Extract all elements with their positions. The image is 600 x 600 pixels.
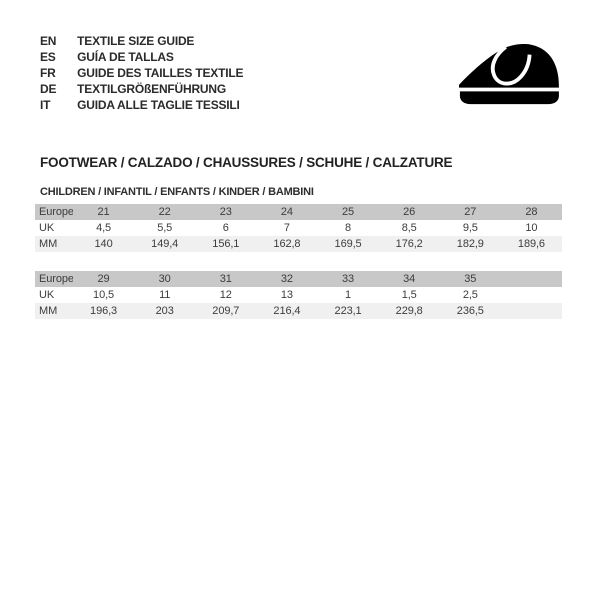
table-cell: 1,5	[378, 287, 440, 303]
child-shoe-icon	[452, 40, 565, 106]
table-cell: 203	[134, 303, 196, 319]
table-cell: 236,5	[439, 303, 501, 319]
table-cell: 7	[256, 220, 318, 236]
table-cell: 32	[256, 271, 318, 287]
table-cell: 27	[439, 204, 501, 220]
language-label: TEXTILE SIZE GUIDE	[77, 34, 195, 48]
language-code: EN	[40, 34, 57, 48]
size-table-eu-21-28: Europe 21 22 23 24 25 26 27 28 UK 4,5 5,…	[35, 204, 562, 252]
table-cell: 196,3	[73, 303, 135, 319]
table-cell: 22	[134, 204, 196, 220]
language-row-es: ES GUÍA DE TALLAS	[40, 49, 243, 65]
table-cell: 28	[500, 204, 562, 220]
table-cell: 6	[195, 220, 257, 236]
table-cell: 182,9	[439, 236, 501, 252]
language-label: TEXTILGRÖßENFÜHRUNG	[77, 82, 227, 96]
table-row-mm: MM 140 149,4 156,1 162,8 169,5 176,2 182…	[35, 236, 562, 252]
language-code: DE	[40, 82, 57, 96]
language-label: GUIDA ALLE TAGLIE TESSILI	[77, 98, 240, 112]
table-cell: 29	[73, 271, 135, 287]
table-cell	[500, 287, 562, 303]
size-table-eu-29-35: Europe 29 30 31 32 33 34 35 UK 10,5 11 1…	[35, 271, 562, 319]
table-cell	[500, 303, 562, 319]
table-cell: 140	[73, 236, 135, 252]
language-code: FR	[40, 66, 56, 80]
table-row-uk: UK 4,5 5,5 6 7 8 8,5 9,5 10	[35, 220, 562, 236]
table-cell: 8,5	[378, 220, 440, 236]
language-code: IT	[40, 98, 51, 112]
table-cell: 34	[378, 271, 440, 287]
table-cell: 11	[134, 287, 196, 303]
table-cell: 2,5	[439, 287, 501, 303]
table-cell: 25	[317, 204, 379, 220]
table-cell: 189,6	[500, 236, 562, 252]
table-cell: 23	[195, 204, 257, 220]
category-subtitle: CHILDREN / INFANTIL / ENFANTS / KINDER /…	[40, 186, 314, 198]
table-row-europe: Europe 29 30 31 32 33 34 35	[35, 271, 562, 287]
table-row-europe: Europe 21 22 23 24 25 26 27 28	[35, 204, 562, 220]
table-cell: 10,5	[73, 287, 135, 303]
table-cell: 9,5	[439, 220, 501, 236]
row-label-mm: MM	[35, 303, 73, 319]
row-label-europe: Europe	[35, 271, 73, 287]
language-label: GUÍA DE TALLAS	[77, 50, 174, 64]
table-cell: 10	[500, 220, 562, 236]
table-cell: 21	[73, 204, 135, 220]
language-code: ES	[40, 50, 56, 64]
table-cell: 169,5	[317, 236, 379, 252]
table-cell: 216,4	[256, 303, 318, 319]
table-cell: 4,5	[73, 220, 135, 236]
row-label-uk: UK	[35, 220, 73, 236]
language-row-fr: FR GUIDE DES TAILLES TEXTILE	[40, 65, 243, 81]
row-label-uk: UK	[35, 287, 73, 303]
table-cell: 209,7	[195, 303, 257, 319]
table-cell: 176,2	[378, 236, 440, 252]
language-title-list: EN TEXTILE SIZE GUIDE ES GUÍA DE TALLAS …	[40, 33, 243, 113]
table-cell	[500, 271, 562, 287]
table-cell: 8	[317, 220, 379, 236]
table-cell: 5,5	[134, 220, 196, 236]
row-label-europe: Europe	[35, 204, 73, 220]
language-row-it: IT GUIDA ALLE TAGLIE TESSILI	[40, 97, 243, 113]
table-cell: 229,8	[378, 303, 440, 319]
table-cell: 35	[439, 271, 501, 287]
table-cell: 26	[378, 204, 440, 220]
table-cell: 162,8	[256, 236, 318, 252]
table-cell: 149,4	[134, 236, 196, 252]
section-title: FOOTWEAR / CALZADO / CHAUSSURES / SCHUHE…	[40, 155, 453, 170]
row-label-mm: MM	[35, 236, 73, 252]
table-cell: 13	[256, 287, 318, 303]
table-row-mm: MM 196,3 203 209,7 216,4 223,1 229,8 236…	[35, 303, 562, 319]
table-cell: 33	[317, 271, 379, 287]
table-cell: 223,1	[317, 303, 379, 319]
language-row-en: EN TEXTILE SIZE GUIDE	[40, 33, 243, 49]
language-label: GUIDE DES TAILLES TEXTILE	[77, 66, 244, 80]
table-cell: 156,1	[195, 236, 257, 252]
table-cell: 31	[195, 271, 257, 287]
table-row-uk: UK 10,5 11 12 13 1 1,5 2,5	[35, 287, 562, 303]
table-cell: 24	[256, 204, 318, 220]
table-cell: 30	[134, 271, 196, 287]
language-row-de: DE TEXTILGRÖßENFÜHRUNG	[40, 81, 243, 97]
table-cell: 1	[317, 287, 379, 303]
table-cell: 12	[195, 287, 257, 303]
